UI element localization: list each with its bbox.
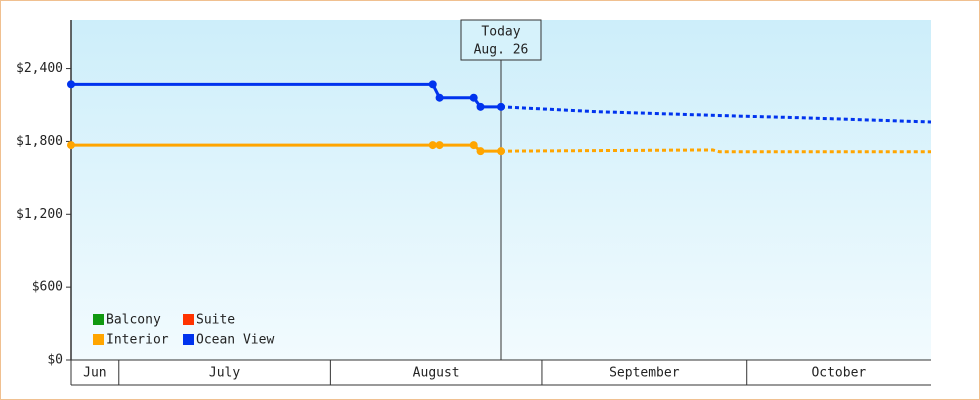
price-point [67, 80, 75, 89]
y-tick-label: $0 [47, 353, 63, 368]
legend-label: Ocean View [196, 333, 274, 348]
y-tick-label: $1,200 [16, 207, 63, 222]
today-box [460, 19, 542, 61]
legend-swatch [183, 334, 194, 345]
legend-label: Balcony [106, 313, 161, 328]
legend-label: Interior [106, 333, 169, 348]
forecast-line [500, 105, 932, 124]
price-point [428, 80, 437, 89]
price-point [435, 141, 444, 150]
price-point [476, 102, 485, 111]
forecast-line [500, 148, 931, 154]
price-point [497, 102, 505, 111]
month-label: Jun [83, 366, 106, 381]
month-label: September [609, 366, 680, 381]
legend-swatch [93, 314, 104, 325]
y-tick-label: $1,800 [16, 134, 63, 149]
month-label: August [413, 366, 460, 381]
today-label: Today [481, 25, 520, 40]
price-point [428, 141, 437, 150]
legend-swatch [183, 314, 194, 325]
price-point [476, 147, 485, 156]
price-point [497, 147, 505, 156]
price-point [469, 141, 478, 150]
price-point [67, 141, 75, 150]
legend-label: Suite [196, 313, 235, 328]
month-label: October [811, 366, 866, 381]
price-point [435, 93, 444, 102]
month-label: July [209, 366, 240, 381]
price-point [469, 93, 478, 102]
legend-swatch [93, 334, 104, 345]
y-tick-label: $600 [32, 280, 63, 295]
today-date: Aug. 26 [474, 43, 529, 58]
y-tick-label: $2,400 [16, 61, 63, 76]
